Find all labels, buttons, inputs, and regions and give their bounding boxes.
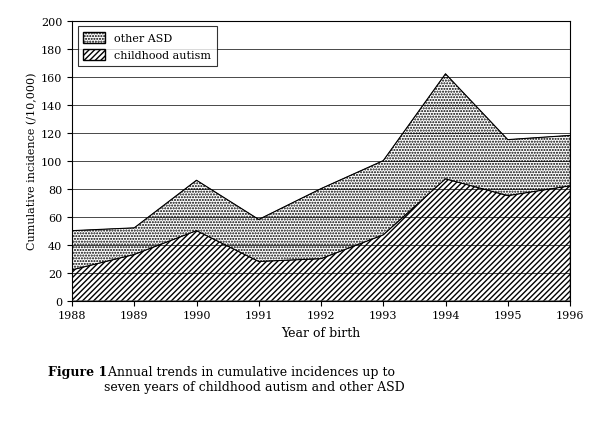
Legend: other ASD, childhood autism: other ASD, childhood autism [77, 27, 217, 67]
X-axis label: Year of birth: Year of birth [281, 326, 361, 339]
Text: Annual trends in cumulative incidences up to
seven years of childhood autism and: Annual trends in cumulative incidences u… [104, 366, 404, 393]
Text: Figure 1: Figure 1 [48, 366, 107, 378]
Y-axis label: Cumulative incidence (/10,000): Cumulative incidence (/10,000) [26, 73, 37, 250]
